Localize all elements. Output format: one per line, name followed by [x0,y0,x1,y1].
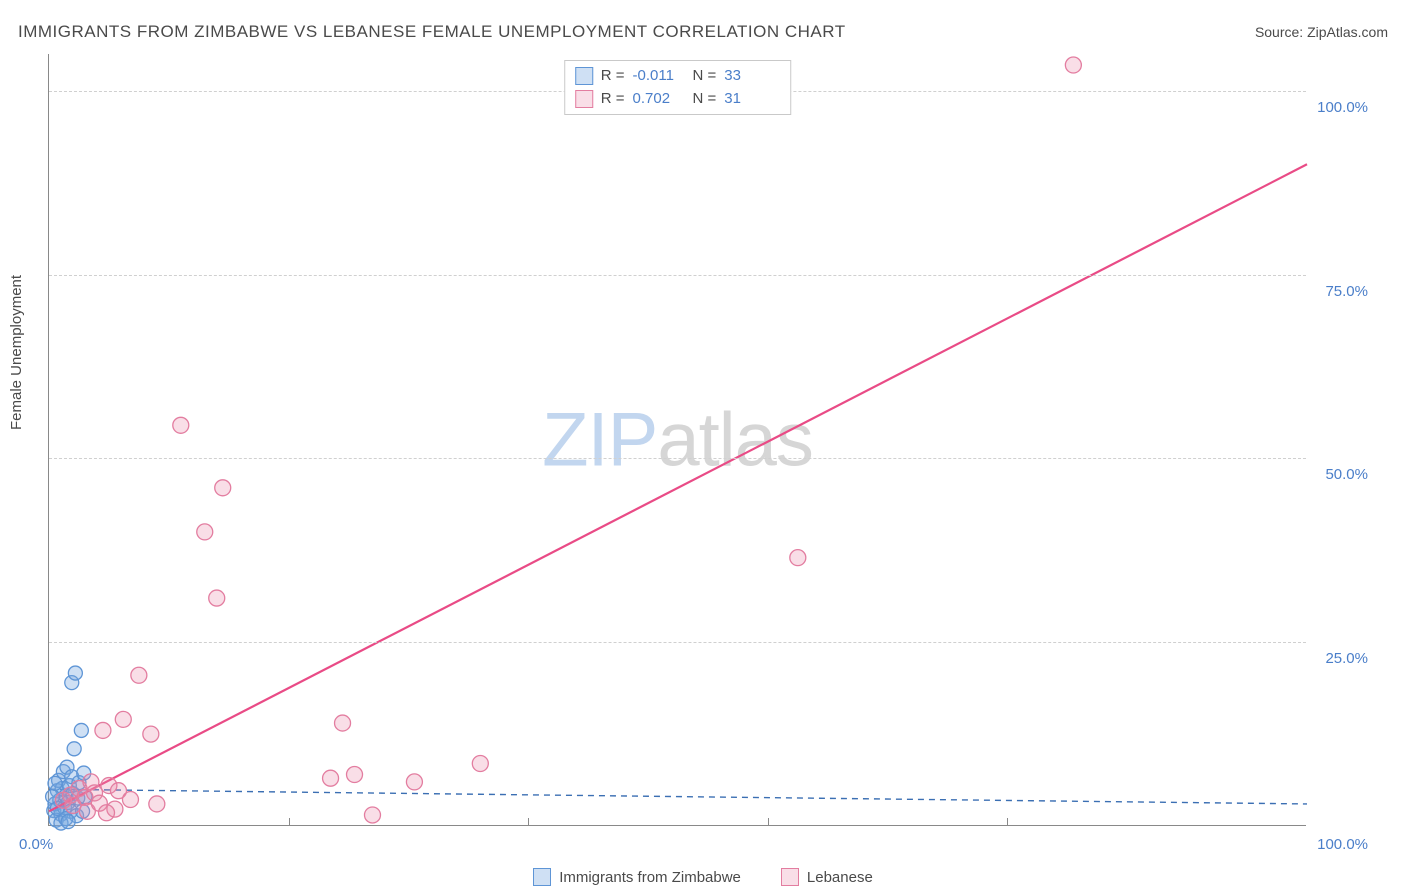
legend-swatch [781,868,799,886]
lebanese-point [131,667,147,683]
zimbabwe-trendline [49,789,1307,804]
lebanese-point [149,796,165,812]
plot-area: ZIPatlas R =-0.011N =33R =0.702N =31 25.… [48,54,1306,826]
legend-r-label: R = [601,88,625,111]
chart-title: IMMIGRANTS FROM ZIMBABWE VS LEBANESE FEM… [18,22,846,42]
chart-svg [49,54,1306,825]
zimbabwe-point [61,815,75,829]
y-tick-label: 25.0% [1325,650,1368,667]
lebanese-point [143,726,159,742]
gridline [49,642,1306,643]
gridline [49,458,1306,459]
y-tick-label: 75.0% [1325,283,1368,300]
legend-series-item: Lebanese [781,868,873,886]
lebanese-point [323,770,339,786]
legend-stats-row: R = 0.702 N = 31 [575,88,777,111]
gridline [49,275,1306,276]
legend-series-label: Immigrants from Zimbabwe [559,869,741,886]
legend-swatch [575,67,593,85]
y-tick-label: 100.0% [1317,99,1368,116]
legend-r-value: -0.011 [633,65,685,88]
lebanese-point [122,792,138,808]
lebanese-point [95,722,111,738]
chart-header: IMMIGRANTS FROM ZIMBABWE VS LEBANESE FEM… [18,22,1388,42]
legend-n-value: 33 [724,65,776,88]
legend-n-label: N = [693,65,717,88]
lebanese-point [197,524,213,540]
legend-n-label: N = [693,88,717,111]
legend-swatch [575,90,593,108]
legend-n-value: 31 [724,88,776,111]
lebanese-point [406,774,422,790]
zimbabwe-point [74,723,88,737]
zimbabwe-point [67,742,81,756]
lebanese-trendline [49,164,1307,811]
legend-r-label: R = [601,65,625,88]
legend-series-label: Lebanese [807,869,873,886]
y-tick-label: 50.0% [1325,466,1368,483]
lebanese-point [347,767,363,783]
legend-series-item: Immigrants from Zimbabwe [533,868,741,886]
x-tick [768,818,769,826]
lebanese-point [99,805,115,821]
y-axis-label: Female Unemployment [8,275,25,430]
legend-swatch [533,868,551,886]
x-tick [1007,818,1008,826]
chart-source: Source: ZipAtlas.com [1255,24,1388,40]
x-tick [528,818,529,826]
zimbabwe-point [68,666,82,680]
x-tick [289,818,290,826]
lebanese-point [1065,57,1081,73]
legend-stats: R = -0.011 N = 33 R = 0.702 N = 31 [564,60,792,115]
lebanese-point [209,590,225,606]
lebanese-point [335,715,351,731]
legend-stats-row: R = -0.011 N = 33 [575,65,777,88]
lebanese-point [173,417,189,433]
x-tick-label: 100.0% [1317,836,1368,853]
legend-series: Immigrants from Zimbabwe Lebanese [0,868,1406,886]
zimbabwe-point [48,776,62,790]
lebanese-point [364,807,380,823]
legend-r-value: 0.702 [633,88,685,111]
lebanese-point [790,550,806,566]
lebanese-point [215,480,231,496]
lebanese-point [115,711,131,727]
x-tick-label: 0.0% [19,836,53,853]
lebanese-point [472,756,488,772]
